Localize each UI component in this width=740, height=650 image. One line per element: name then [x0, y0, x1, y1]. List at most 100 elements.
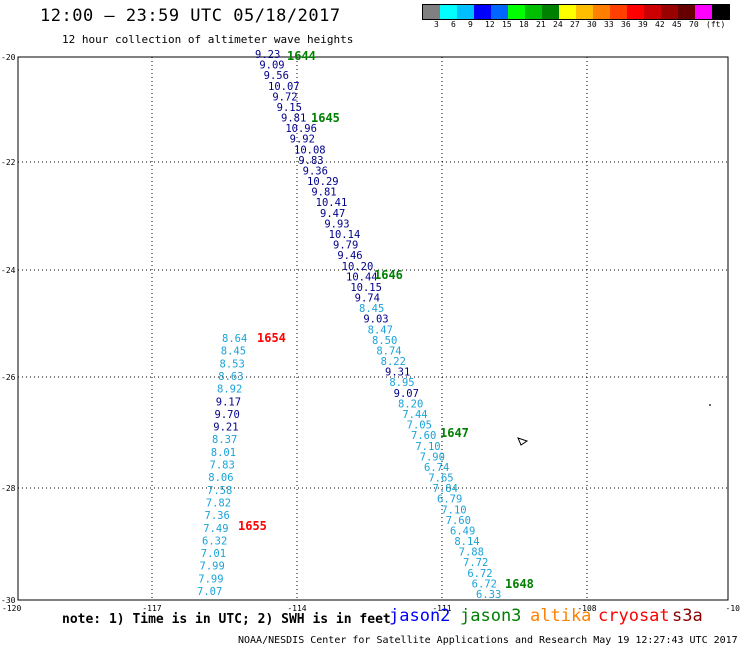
wave-height-reading: 6.72: [472, 578, 497, 590]
wave-height-reading: 8.53: [220, 358, 245, 370]
wave-height-reading: 8.47: [368, 324, 393, 336]
wave-height-reading: 10.15: [350, 282, 382, 294]
satellite-legend-jason2: jason2: [389, 606, 451, 626]
pass-time-labels: 1644 1645 1646 1647 1648 1654 1655: [238, 49, 534, 591]
wave-height-reading: 9.92: [290, 134, 315, 146]
wave-height-reading: 7.44: [402, 409, 427, 421]
latitude-label: -26: [1, 373, 16, 382]
pass-time-label: 1646: [374, 268, 403, 282]
pass-time-label: 1654: [257, 331, 286, 345]
wave-height-reading: 9.46: [337, 250, 362, 262]
color-swatch: [559, 5, 576, 19]
color-swatch: [593, 5, 610, 19]
longitude-label: -10: [726, 604, 740, 613]
wave-height-reading: 8.01: [211, 447, 236, 459]
map-frame: [17, 56, 729, 601]
wave-height-reading: 10.07: [268, 81, 300, 93]
latitude-label: -30: [1, 596, 16, 605]
wave-height-reading: 10.08: [294, 144, 326, 156]
wave-height-reading: 9.81: [281, 113, 306, 125]
wave-height-reading: 8.74: [376, 345, 401, 357]
wave-height-reading: 7.82: [206, 497, 231, 509]
wave-height-reading: 7.58: [207, 485, 232, 497]
color-scale-label: 33: [604, 20, 614, 29]
wave-height-reading: 8.22: [381, 356, 406, 368]
wave-height-reading: 7.90: [420, 451, 445, 463]
wave-height-reading: 10.29: [307, 176, 339, 188]
color-scale-label: 27: [570, 20, 580, 29]
wave-height-reading: 9.36: [303, 165, 328, 177]
wave-height-reading: 9.21: [213, 422, 238, 434]
axis-labels: -20 -22 -24 -26 -28 -30-120 -117 -114 -111 -108 -1…: [1, 53, 740, 613]
color-scale-label: 45: [672, 20, 682, 29]
longitude-label: -111: [432, 604, 451, 613]
credit-line: NOAA/NESDIS Center for Satellite Applica…: [238, 635, 738, 646]
wave-height-reading: 9.47: [320, 208, 345, 220]
color-scale-label: 6: [451, 20, 456, 29]
wave-height-reading: 7.01: [201, 548, 226, 560]
satellite-legend-s3a: s3a: [672, 606, 703, 626]
satellite-legend-altika: altika: [530, 606, 592, 626]
longitude-label: -120: [2, 604, 21, 613]
wave-height-reading: 8.20: [398, 398, 423, 410]
wave-height-reading: 10.20: [342, 261, 374, 273]
color-swatch: [491, 5, 508, 19]
wave-height-reading: 9.15: [277, 102, 302, 114]
longitude-label: -114: [287, 604, 306, 613]
wave-height-reading: 9.03: [363, 314, 388, 326]
wave-height-reading: 8.92: [217, 384, 242, 396]
island-dot: [709, 404, 711, 406]
wave-height-reading: 7.07: [197, 586, 222, 598]
wave-height-reading: 8.45: [221, 346, 246, 358]
color-swatch: [474, 5, 491, 19]
wave-height-reading: 6.49: [450, 525, 475, 537]
satellite-legend-cryosat: cryosat: [598, 606, 670, 626]
color-swatch: [525, 5, 542, 19]
wave-height-reading: 10.96: [285, 123, 317, 135]
wave-height-reading: 8.06: [208, 472, 233, 484]
pass-time-label: 1648: [505, 577, 534, 591]
longitude-label: -108: [577, 604, 596, 613]
wave-height-reading: 7.49: [203, 523, 228, 535]
wave-height-reading: 9.81: [311, 187, 336, 199]
color-swatch: [576, 5, 593, 19]
wave-height-reading: 8.37: [212, 434, 237, 446]
wave-height-reading: 7.99: [198, 573, 223, 585]
wave-height-reading: 7.05: [407, 420, 432, 432]
wave-height-reading: 7.99: [200, 561, 225, 573]
wave-height-reading: 9.93: [324, 218, 349, 230]
color-scale-label: 24: [553, 20, 563, 29]
color-swatch: [661, 5, 678, 19]
color-scale-label: 21: [536, 20, 546, 29]
color-swatch: [457, 5, 474, 19]
wave-height-reading: 9.23: [255, 49, 280, 61]
wave-height-reading: 7.84: [433, 483, 458, 495]
wave-height-reading: 9.07: [394, 388, 419, 400]
color-swatch: [627, 5, 644, 19]
wave-height-reading: 7.10: [415, 441, 440, 453]
wave-height-color-scale: [422, 4, 730, 20]
color-scale-label: 15: [502, 20, 512, 29]
wave-height-reading: 7.65: [428, 473, 453, 485]
pass-time-label: 1644: [287, 49, 316, 63]
wave-height-reading: 8.64: [222, 333, 247, 345]
wave-height-reading: 7.88: [459, 547, 484, 559]
wave-height-reading: 9.17: [216, 396, 241, 408]
wave-height-reading: 7.10: [441, 504, 466, 516]
wave-height-reading: 8.95: [389, 377, 414, 389]
wave-height-reading: 8.45: [359, 303, 384, 315]
wave-height-reading: 9.79: [333, 240, 358, 252]
latitude-label: -22: [1, 158, 16, 167]
color-swatch: [423, 5, 440, 19]
color-scale-label: 36: [621, 20, 631, 29]
color-swatch: [712, 5, 729, 19]
wave-height-reading: 9.72: [272, 91, 297, 103]
wave-height-reading: 9.31: [385, 367, 410, 379]
wave-height-reading: 10.41: [316, 197, 348, 209]
wave-height-reading: 6.72: [467, 568, 492, 580]
wave-height-reading: 7.60: [411, 430, 436, 442]
wave-height-reading: 6.33: [476, 589, 501, 601]
pass-time-label: 1645: [311, 111, 340, 125]
wave-height-reading: 9.74: [355, 293, 380, 305]
wave-height-reading: 8.50: [372, 335, 397, 347]
